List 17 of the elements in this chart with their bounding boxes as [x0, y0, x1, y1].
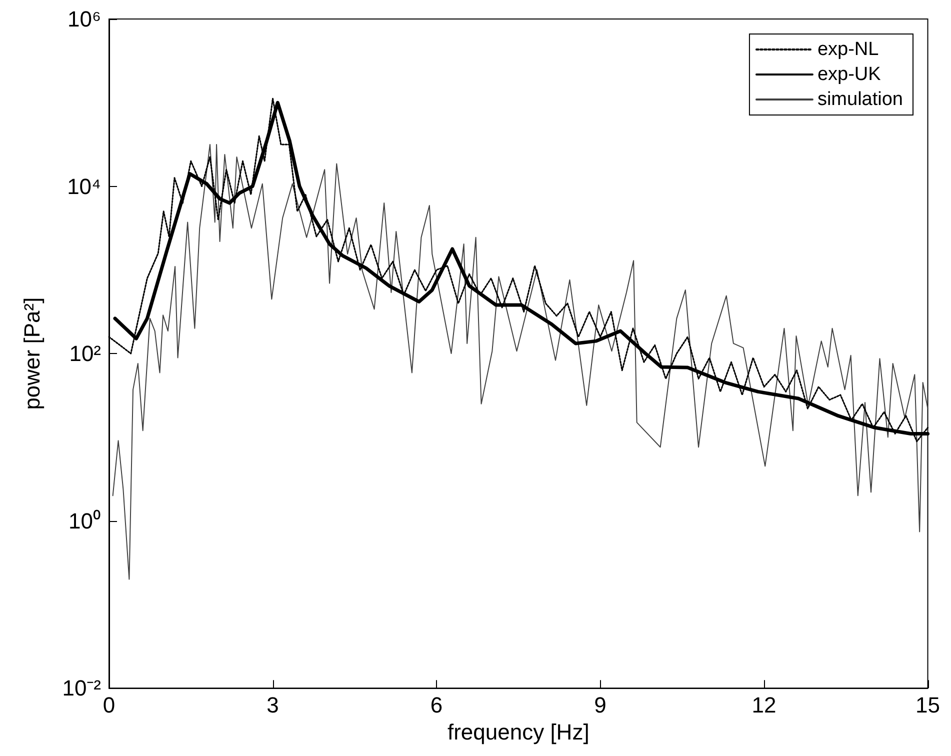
x-tick-label: 0: [102, 692, 116, 718]
x-tick-label: 15: [916, 692, 940, 718]
y-tick-label: 10⁻²: [62, 676, 101, 701]
legend-label: exp-UK: [817, 64, 882, 85]
y-axis-title: power [Pa²]: [20, 297, 44, 410]
legend-label: simulation: [817, 89, 904, 110]
legend-label: exp-NL: [817, 39, 879, 60]
y-tick-label: 10⁰: [68, 508, 101, 534]
x-tick-label: 12: [752, 692, 776, 718]
x-tick-label: 3: [266, 692, 279, 718]
x-tick-label: 9: [594, 692, 606, 718]
y-tick-label: 10⁴: [67, 174, 101, 199]
x-axis-title: frequency [Hz]: [447, 720, 590, 744]
x-tick-label: 6: [430, 692, 443, 718]
line-series: [112, 144, 928, 580]
y-tick-label: 10⁶: [67, 6, 101, 32]
y-tick-label: 10²: [69, 341, 101, 366]
